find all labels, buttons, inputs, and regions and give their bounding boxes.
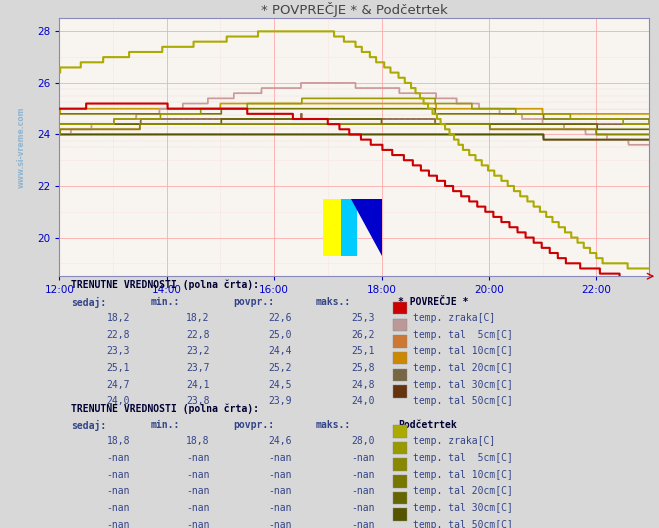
Text: 23,8: 23,8 [186, 397, 210, 407]
Text: 24,1: 24,1 [186, 380, 210, 390]
Bar [393, 352, 407, 364]
Text: 26,2: 26,2 [351, 330, 375, 340]
Text: 18,8: 18,8 [186, 437, 210, 447]
Text: 25,2: 25,2 [269, 363, 293, 373]
Title: * POVPREČJE * & Podčetrtek: * POVPREČJE * & Podčetrtek [261, 2, 447, 17]
Text: 22,8: 22,8 [186, 330, 210, 340]
Text: www.si-vreme.com: www.si-vreme.com [16, 107, 26, 188]
Text: -nan: -nan [351, 470, 375, 480]
Text: -nan: -nan [269, 453, 293, 463]
Text: 24,6: 24,6 [269, 437, 293, 447]
Text: 18,2: 18,2 [107, 313, 130, 323]
Text: 25,0: 25,0 [269, 330, 293, 340]
Text: TRENUTNE VREDNOSTI (polna črta):: TRENUTNE VREDNOSTI (polna črta): [71, 403, 259, 413]
Text: temp. zraka[C]: temp. zraka[C] [413, 313, 496, 323]
Text: TRENUTNE VREDNOSTI (polna črta):: TRENUTNE VREDNOSTI (polna črta): [71, 280, 259, 290]
Bar [393, 385, 407, 398]
Text: -nan: -nan [269, 486, 293, 496]
Text: 23,7: 23,7 [186, 363, 210, 373]
Text: temp. tal 10cm[C]: temp. tal 10cm[C] [413, 470, 513, 480]
Polygon shape [351, 199, 382, 256]
Text: -nan: -nan [269, 503, 293, 513]
Bar [393, 508, 407, 521]
Text: temp. tal  5cm[C]: temp. tal 5cm[C] [413, 330, 513, 340]
Text: -nan: -nan [186, 470, 210, 480]
Text: 24,0: 24,0 [351, 397, 375, 407]
Text: 25,8: 25,8 [351, 363, 375, 373]
Bar [393, 442, 407, 454]
Text: 23,9: 23,9 [269, 397, 293, 407]
Text: -nan: -nan [351, 503, 375, 513]
Text: 18,8: 18,8 [107, 437, 130, 447]
Text: -nan: -nan [351, 520, 375, 528]
Text: 23,2: 23,2 [186, 346, 210, 356]
Text: -nan: -nan [107, 453, 130, 463]
Text: 22,6: 22,6 [269, 313, 293, 323]
Text: sedaj:: sedaj: [71, 297, 106, 308]
Text: 24,0: 24,0 [107, 397, 130, 407]
Text: Podčetrtek: Podčetrtek [399, 420, 457, 430]
Text: 25,3: 25,3 [351, 313, 375, 323]
Text: temp. tal 50cm[C]: temp. tal 50cm[C] [413, 397, 513, 407]
Text: maks.:: maks.: [316, 420, 351, 430]
Text: 24,4: 24,4 [269, 346, 293, 356]
Text: 24,7: 24,7 [107, 380, 130, 390]
Text: sedaj:: sedaj: [71, 420, 106, 431]
Text: min.:: min.: [151, 420, 180, 430]
Text: -nan: -nan [107, 470, 130, 480]
Text: temp. tal 30cm[C]: temp. tal 30cm[C] [413, 380, 513, 390]
Text: temp. zraka[C]: temp. zraka[C] [413, 437, 496, 447]
Text: -nan: -nan [107, 520, 130, 528]
Text: 25,1: 25,1 [107, 363, 130, 373]
Text: -nan: -nan [351, 453, 375, 463]
Polygon shape [341, 199, 357, 256]
Text: -nan: -nan [186, 520, 210, 528]
Text: -nan: -nan [186, 453, 210, 463]
Bar [393, 425, 407, 438]
Text: 23,3: 23,3 [107, 346, 130, 356]
Text: temp. tal 20cm[C]: temp. tal 20cm[C] [413, 363, 513, 373]
Text: temp. tal  5cm[C]: temp. tal 5cm[C] [413, 453, 513, 463]
Bar [324, 199, 349, 256]
Text: povpr.:: povpr.: [233, 297, 274, 307]
Bar [393, 335, 407, 348]
Bar [393, 492, 407, 504]
Bar [393, 302, 407, 315]
Text: temp. tal 30cm[C]: temp. tal 30cm[C] [413, 503, 513, 513]
Text: -nan: -nan [186, 486, 210, 496]
Text: -nan: -nan [269, 470, 293, 480]
Text: 24,5: 24,5 [269, 380, 293, 390]
Text: -nan: -nan [269, 520, 293, 528]
Bar [393, 318, 407, 331]
Text: 24,8: 24,8 [351, 380, 375, 390]
Text: 18,2: 18,2 [186, 313, 210, 323]
Text: 28,0: 28,0 [351, 437, 375, 447]
Text: maks.:: maks.: [316, 297, 351, 307]
Bar [393, 458, 407, 471]
Text: -nan: -nan [351, 486, 375, 496]
Bar [393, 369, 407, 381]
Bar [393, 475, 407, 487]
Text: povpr.:: povpr.: [233, 420, 274, 430]
Text: temp. tal 20cm[C]: temp. tal 20cm[C] [413, 486, 513, 496]
Text: -nan: -nan [107, 503, 130, 513]
Text: temp. tal 50cm[C]: temp. tal 50cm[C] [413, 520, 513, 528]
Text: temp. tal 10cm[C]: temp. tal 10cm[C] [413, 346, 513, 356]
Text: -nan: -nan [186, 503, 210, 513]
Text: 25,1: 25,1 [351, 346, 375, 356]
Text: -nan: -nan [107, 486, 130, 496]
Text: 22,8: 22,8 [107, 330, 130, 340]
Text: * POVREČJE *: * POVREČJE * [399, 297, 469, 307]
Text: min.:: min.: [151, 297, 180, 307]
